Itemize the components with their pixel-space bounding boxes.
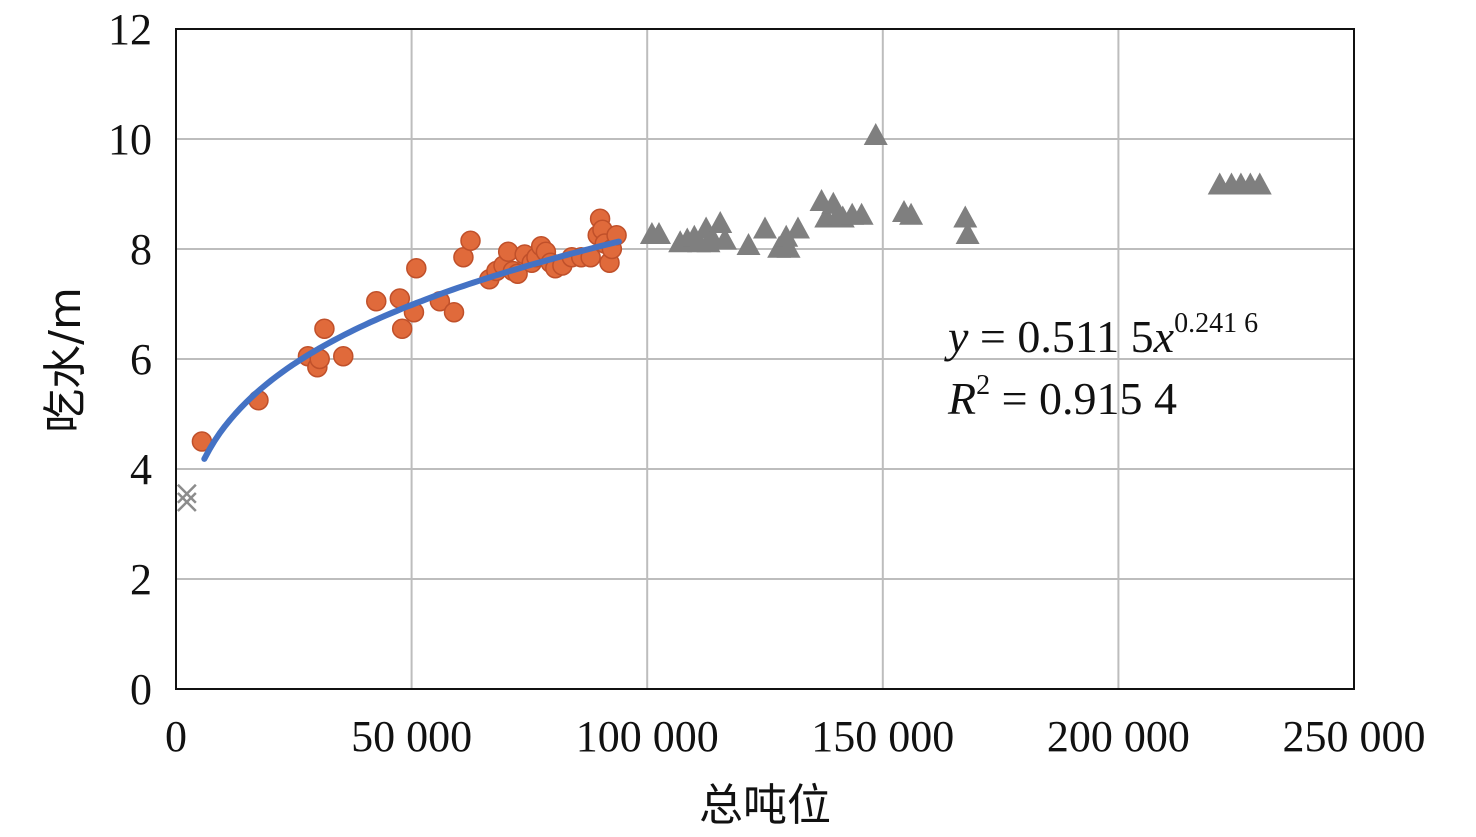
point-circle <box>443 302 465 323</box>
x-axis-title: 总吨位 <box>699 780 831 831</box>
point-circle <box>366 291 387 312</box>
point-triangle <box>849 202 874 225</box>
point-circle <box>314 318 335 339</box>
point-triangle <box>753 216 777 239</box>
x-tick-label: 200 000 <box>1047 712 1190 761</box>
point-triangle <box>955 222 980 245</box>
point-circle <box>391 318 413 339</box>
y-tick-label: 8 <box>130 225 152 274</box>
point-triangle <box>736 233 761 256</box>
x-tick-label: 50 000 <box>351 712 472 761</box>
point-circle <box>406 258 427 279</box>
data-points <box>176 123 1272 512</box>
y-tick-label: 10 <box>108 115 152 164</box>
y-tick-labels: 0 2 4 6 8 10 12 <box>108 5 152 714</box>
y-tick-label: 2 <box>130 555 152 604</box>
x-tick-label: 100 000 <box>576 712 719 761</box>
y-axis-title: 吃水/m <box>40 287 91 433</box>
y-tick-label: 12 <box>108 5 152 54</box>
point-circle <box>333 346 354 367</box>
point-circle <box>460 230 481 251</box>
point-triangle <box>953 205 978 228</box>
point-triangle <box>863 123 888 146</box>
point-triangle <box>712 227 737 250</box>
point-triangle <box>899 202 924 225</box>
plot-frame <box>175 28 1355 690</box>
r-squared-label: R2 = 0.915 4 <box>947 370 1177 424</box>
y-tick-label: 6 <box>130 335 152 384</box>
point-x <box>176 492 197 512</box>
y-tick-label: 0 <box>130 665 152 714</box>
point-triangle <box>774 224 799 247</box>
point-triangle <box>776 235 801 258</box>
y-tick-label: 4 <box>130 445 152 494</box>
x-tick-label: 0 <box>165 712 187 761</box>
point-triangle <box>785 216 810 239</box>
trendline-group <box>201 238 622 462</box>
x-tick-label: 150 000 <box>811 712 954 761</box>
x-tick-labels: 0 50 000 100 000 150 000 200 000 250 000 <box>165 712 1426 761</box>
trendline-curve <box>201 238 622 462</box>
point-triangle <box>1247 172 1272 195</box>
point-triangle <box>708 211 733 234</box>
x-tick-label: 250 000 <box>1283 712 1426 761</box>
point-triangle <box>646 222 671 245</box>
point-x <box>176 483 197 504</box>
trendline-equation: y = 0.511 5x0.241 6 <box>944 308 1258 362</box>
